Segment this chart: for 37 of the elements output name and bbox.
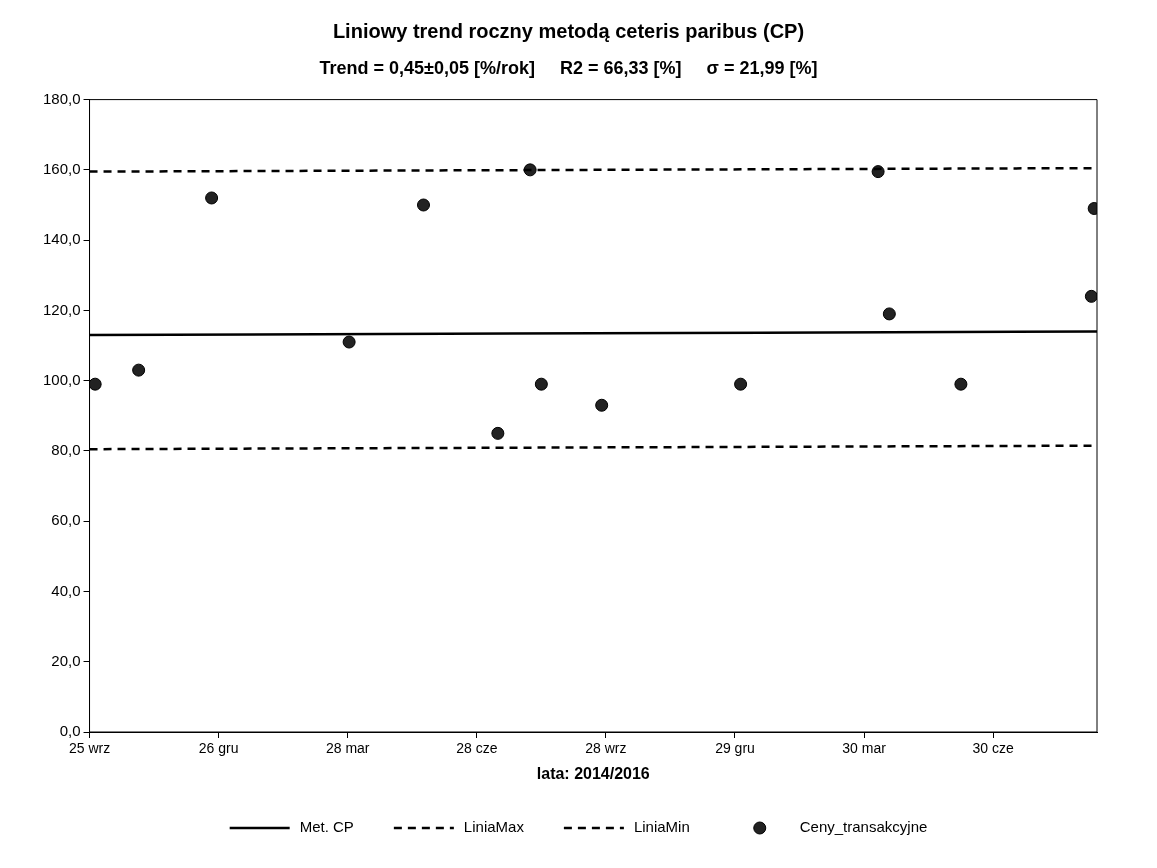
point	[734, 377, 748, 391]
point	[205, 191, 219, 205]
y-tick-label: 40,0	[51, 581, 81, 599]
x-tick-label: 28 wrz	[585, 740, 627, 757]
point	[132, 363, 146, 377]
y-tick-label: 20,0	[51, 651, 81, 669]
point	[1084, 289, 1097, 303]
x-axis-title: lata: 2014/2016	[536, 764, 650, 782]
point	[534, 377, 548, 391]
y-tick-label: 140,0	[42, 230, 81, 248]
x-tick-label: 30 mar	[842, 740, 887, 757]
x-tick-label: 30 cze	[972, 740, 1014, 757]
point	[342, 335, 356, 349]
legend-label: LiniaMax	[463, 818, 525, 836]
y-tick-label: 160,0	[42, 160, 81, 178]
point	[89, 377, 102, 391]
point	[416, 198, 430, 212]
point	[595, 398, 609, 412]
legend-label: Met. CP	[299, 818, 354, 836]
x-tick-label: 28 mar	[325, 740, 370, 757]
point	[491, 426, 505, 440]
y-tick-label: 60,0	[51, 511, 81, 529]
y-tick-label: 80,0	[51, 441, 81, 459]
legend-label: LiniaMin	[633, 818, 690, 836]
x-tick-label: 28 cze	[456, 740, 498, 757]
chart-subtitle: Trend = 0,45±0,05 [%/rok] R2 = 66,33 [%] σ = 21,99 [%]	[319, 57, 818, 78]
point	[954, 377, 968, 391]
x-tick-label: 29 gru	[715, 740, 755, 757]
y-tick-label: 180,0	[42, 89, 81, 107]
point	[882, 307, 896, 321]
x-tick-label: 25 wrz	[68, 740, 111, 757]
x-tick-label: 26 gru	[198, 740, 239, 757]
y-tick-label: 100,0	[42, 370, 81, 388]
chart-title: Liniowy trend roczny metodą ceteris paribus (CP)	[332, 19, 805, 42]
y-tick-label: 120,0	[42, 300, 81, 318]
legend-label: Ceny_transakcyjne	[799, 818, 928, 836]
y-tick-label: 0,0	[59, 722, 81, 740]
